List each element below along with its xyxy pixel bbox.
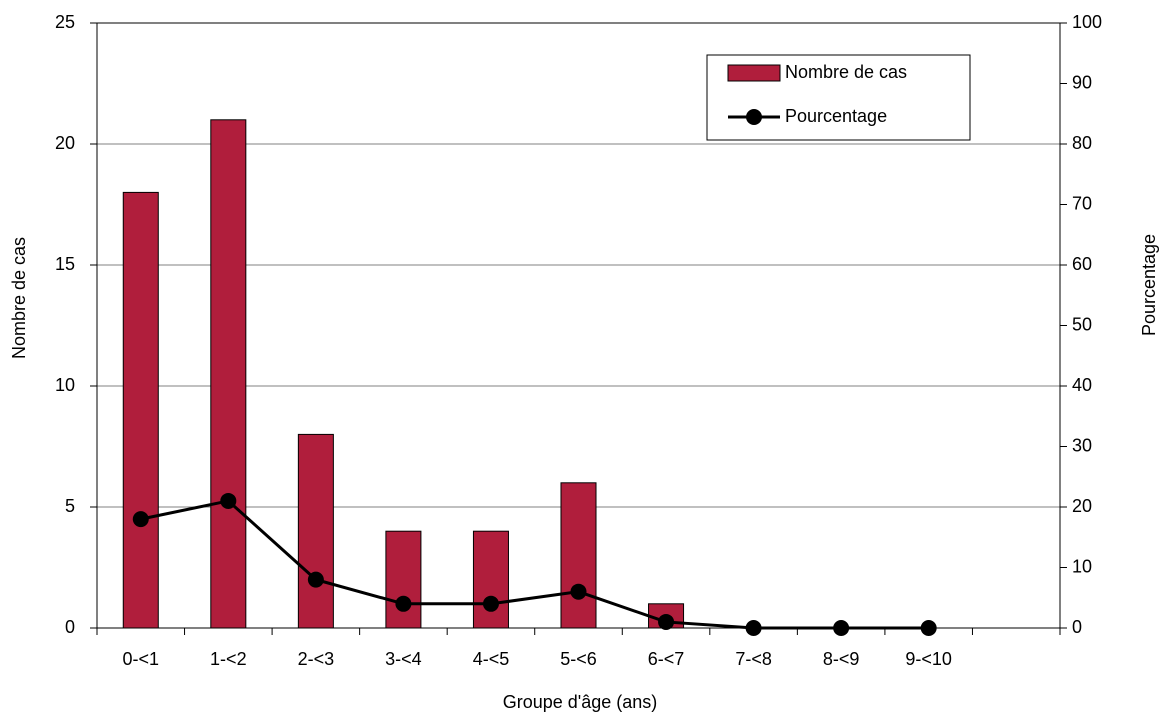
x-tick-label: 8-<9 <box>823 649 860 669</box>
y-tick-label: 25 <box>55 12 75 32</box>
line <box>140 499 929 630</box>
x-tick-label: 2-<3 <box>298 649 335 669</box>
y2-axis-title: Pourcentage <box>1139 234 1159 336</box>
y2-tick-label: 10 <box>1072 556 1092 576</box>
y2-tick-label: 90 <box>1072 72 1092 92</box>
y2-tick-label: 30 <box>1072 435 1092 455</box>
x-tick-label: 9-<10 <box>905 649 952 669</box>
y-tick-label: 5 <box>65 496 75 516</box>
x-tick-label: 0-<1 <box>123 649 160 669</box>
bar <box>385 530 422 629</box>
line-marker <box>395 595 412 612</box>
y2-tick-label: 50 <box>1072 314 1092 334</box>
line-marker <box>132 511 149 528</box>
y-tick-label: 20 <box>55 133 75 153</box>
x-tick-label: 4-<5 <box>473 649 510 669</box>
x-axis-title: Groupe d'âge (ans) <box>503 692 658 712</box>
y2-tick-label: 70 <box>1072 193 1092 213</box>
x-tick-label: 5-<6 <box>560 649 597 669</box>
x-tick-label: 6-<7 <box>648 649 685 669</box>
legend-label: Pourcentage <box>785 106 887 126</box>
line-marker <box>658 613 675 630</box>
x-tick-label: 7-<8 <box>735 649 772 669</box>
y2-tick-label: 100 <box>1072 12 1102 32</box>
y-tick-label: 10 <box>55 375 75 395</box>
x-tick-label: 1-<2 <box>210 649 247 669</box>
line-marker <box>920 620 937 636</box>
y2-tick-label: 60 <box>1072 254 1092 274</box>
line-marker <box>307 571 324 588</box>
bar <box>297 433 334 629</box>
y-tick-label: 15 <box>55 254 75 274</box>
line-marker <box>482 595 499 612</box>
line-marker <box>570 583 587 600</box>
y2-tick-label: 40 <box>1072 375 1092 395</box>
line-marker <box>220 492 237 509</box>
x-tick-label: 3-<4 <box>385 649 422 669</box>
bar <box>122 191 159 629</box>
bar <box>210 119 247 629</box>
y2-tick-label: 20 <box>1072 496 1092 516</box>
legend-swatch-marker <box>746 109 762 125</box>
bar <box>472 530 509 629</box>
line-marker <box>833 620 850 636</box>
y2-tick-label: 80 <box>1072 133 1092 153</box>
y-axis-title: Nombre de cas <box>9 237 29 359</box>
legend-label: Nombre de cas <box>785 62 907 82</box>
y-tick-label: 0 <box>65 617 75 637</box>
bar <box>560 482 597 629</box>
y2-tick-label: 0 <box>1072 617 1082 637</box>
legend-swatch <box>727 64 781 82</box>
line-marker <box>745 620 762 636</box>
